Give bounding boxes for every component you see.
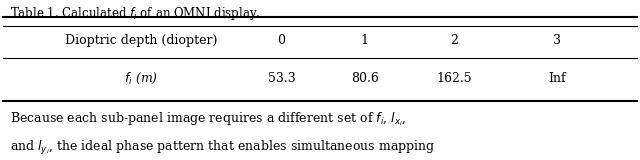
Text: and $l_{y_i}$, the ideal phase pattern that enables simultaneous mapping: and $l_{y_i}$, the ideal phase pattern t… [10,139,435,157]
Text: $f_i$ (m): $f_i$ (m) [124,71,158,86]
Text: Table 1. Calculated $f_i$ of an OMNI display.: Table 1. Calculated $f_i$ of an OMNI dis… [10,5,260,22]
Text: 3: 3 [553,34,561,47]
Text: 0: 0 [278,34,285,47]
Text: Inf: Inf [548,72,566,85]
Text: 1: 1 [361,34,369,47]
Text: 53.3: 53.3 [268,72,296,85]
Text: 2: 2 [451,34,458,47]
Text: 80.6: 80.6 [351,72,379,85]
Text: 162.5: 162.5 [436,72,472,85]
Text: Because each sub-panel image requires a different set of $f_i$, $l_{x_i}$,: Because each sub-panel image requires a … [10,110,406,128]
Text: Dioptric depth (diopter): Dioptric depth (diopter) [65,34,217,47]
